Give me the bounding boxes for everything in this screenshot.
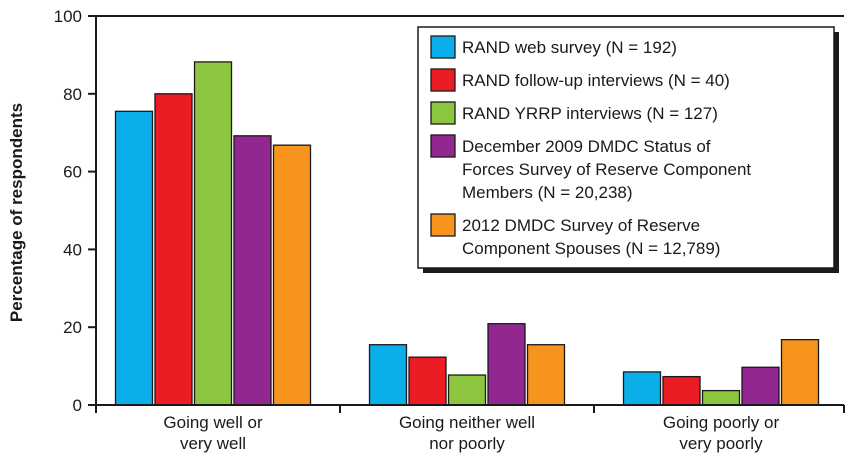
bar-1-4 [233,135,272,406]
legend-label-4: Members (N = 20,238) [462,183,633,202]
legend-swatch-3 [430,101,456,125]
bar-1-1 [114,110,154,406]
legend-label-2: RAND follow-up interviews (N = 40) [462,71,730,90]
legend-swatch-4 [430,134,456,158]
bar-1-3 [193,61,233,406]
bar-3-1 [622,371,662,406]
x-category-label: Going well or [163,413,263,432]
bar-1-5 [272,144,312,406]
legend: RAND web survey (N = 192) RAND follow-up … [417,26,839,273]
legend-box [417,26,835,269]
legend-swatch-2 [430,68,456,92]
y-tick-label: 100 [54,7,82,26]
bar-2-2 [408,356,447,406]
bar-3-3 [701,389,741,406]
legend-label-3: RAND YRRP interviews (N = 127) [462,104,718,123]
legend-label-5: 2012 DMDC Survey of Reserve [462,216,700,235]
legend-label-4: Forces Survey of Reserve Component [462,160,751,179]
bars-group [114,61,820,406]
legend-label-5: Component Spouses (N = 12,789) [462,239,720,258]
bar-3-5 [780,338,820,406]
y-tick-label: 20 [63,318,82,337]
x-category-label: nor poorly [429,434,505,453]
bar-2-4 [487,323,526,406]
bar-2-5 [526,344,566,406]
bar-2-1 [368,344,408,406]
y-tick-label: 40 [63,240,82,259]
legend-swatch-1 [430,35,456,59]
y-tick-label: 80 [63,85,82,104]
bar-2-3 [447,374,487,406]
y-tick-label: 60 [63,163,82,182]
legend-label-1: RAND web survey (N = 192) [462,38,677,57]
x-category-label: very poorly [679,434,763,453]
axes-group: 0 20 40 60 80 100 Going well or very well Going … [7,7,845,453]
legend-label-4: December 2009 DMDC Status of [462,137,711,156]
y-axis-title: Percentage of respondents [7,103,26,322]
x-category-label: Going neither well [399,413,535,432]
axis-frame [95,15,844,406]
bar-3-4 [741,366,780,406]
x-category-label: Going poorly or [663,413,780,432]
y-tick-label: 0 [73,396,82,415]
bar-3-2 [662,375,701,406]
legend-swatch-5 [430,213,456,237]
bar-1-2 [154,93,193,406]
x-category-label: very well [180,434,246,453]
